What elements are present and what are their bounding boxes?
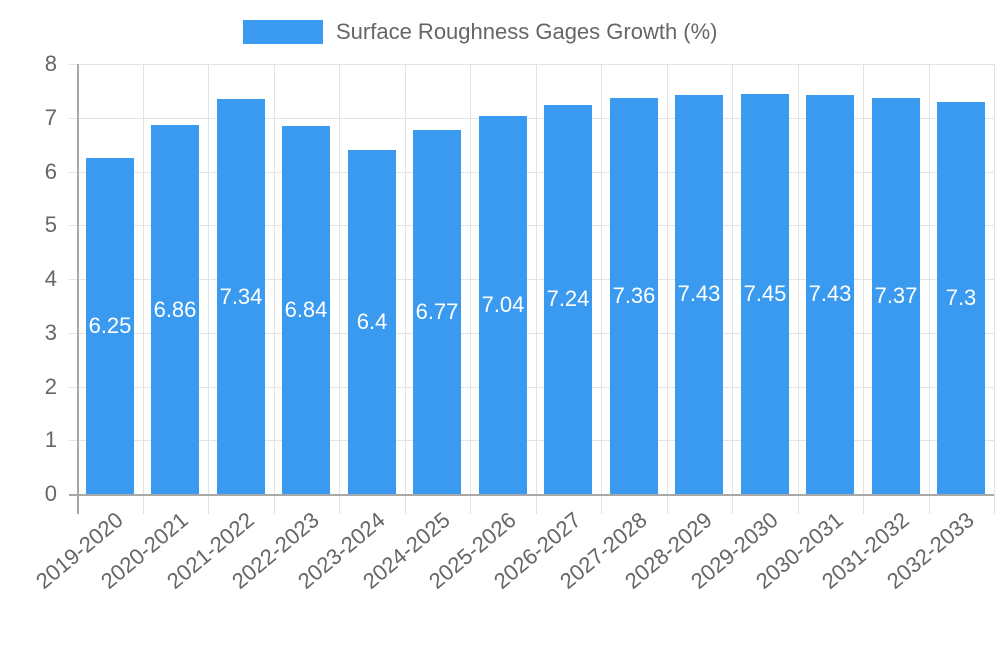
y-axis-tick-label: 6: [44, 159, 57, 184]
bar-value-label: 7.43: [677, 281, 721, 306]
bar-value-label: 7.37: [874, 283, 918, 308]
bar[interactable]: [937, 102, 985, 494]
bar[interactable]: [86, 158, 134, 494]
y-axis-tick-label: 4: [44, 266, 57, 291]
gridline-vertical: [208, 64, 209, 514]
bar-value-label: 7.04: [481, 292, 525, 317]
bar-value-label: 7.43: [808, 281, 852, 306]
bar-value-label: 7.34: [219, 284, 263, 309]
y-axis-tick-label: 7: [44, 105, 57, 130]
bar-value-label: 7.45: [743, 281, 787, 306]
y-axis-tick-label: 2: [44, 374, 57, 399]
bar-value-label: 6.4: [356, 309, 388, 334]
y-axis-tick-label: 5: [44, 212, 57, 237]
bar[interactable]: [872, 98, 920, 494]
bar[interactable]: [741, 94, 789, 494]
bar-chart: Surface Roughness Gages Growth (%) 0 1 2 3 4…: [0, 18, 1000, 594]
gridline-horizontal: [69, 279, 994, 280]
bar[interactable]: [675, 95, 723, 494]
bar[interactable]: [282, 126, 330, 494]
bar-value-label: 7.24: [546, 286, 590, 311]
gridline-vertical: [536, 64, 537, 514]
bar[interactable]: [217, 99, 265, 494]
bar[interactable]: [151, 125, 199, 494]
bar-value-label: 6.86: [153, 297, 197, 322]
gridline-vertical: [798, 64, 799, 514]
y-axis-tick-label: 3: [44, 320, 57, 345]
gridline-horizontal: [69, 118, 994, 119]
bar-value-label: 6.25: [88, 313, 132, 338]
bar[interactable]: [348, 150, 396, 494]
bar[interactable]: [610, 98, 658, 494]
gridline-vertical: [929, 64, 930, 514]
legend-label[interactable]: Surface Roughness Gages Growth (%): [336, 19, 718, 44]
bar-value-label: 7.36: [612, 283, 656, 308]
y-axis-tick-label: 0: [44, 481, 57, 506]
gridline-vertical: [143, 64, 144, 514]
bar[interactable]: [413, 130, 461, 494]
bar-value-label: 7.3: [945, 285, 977, 310]
chart-legend[interactable]: Surface Roughness Gages Growth (%): [0, 18, 1000, 46]
gridline-vertical: [732, 64, 733, 514]
y-axis-line: [77, 64, 79, 514]
bar[interactable]: [544, 105, 592, 494]
y-axis-tick-label: 8: [44, 51, 57, 76]
gridline-vertical: [339, 64, 340, 514]
gridline-vertical: [470, 64, 471, 514]
x-axis-line: [69, 494, 994, 496]
gridline-horizontal: [69, 387, 994, 388]
gridline-vertical: [405, 64, 406, 514]
y-axis-tick-label: 1: [44, 427, 57, 452]
gridline-vertical: [863, 64, 864, 514]
bar[interactable]: [806, 95, 854, 494]
gridline-horizontal: [69, 440, 994, 441]
legend-swatch[interactable]: [243, 20, 323, 44]
gridline-vertical: [994, 64, 995, 514]
gridline-vertical: [274, 64, 275, 514]
gridline-vertical: [601, 64, 602, 514]
bar[interactable]: [479, 116, 527, 494]
gridline-horizontal: [69, 333, 994, 334]
gridline-horizontal: [69, 225, 994, 226]
gridline-horizontal: [69, 64, 994, 65]
gridline-horizontal: [69, 172, 994, 173]
bar-value-label: 6.84: [284, 297, 328, 322]
bar-value-label: 6.77: [415, 299, 459, 324]
gridline-vertical: [667, 64, 668, 514]
